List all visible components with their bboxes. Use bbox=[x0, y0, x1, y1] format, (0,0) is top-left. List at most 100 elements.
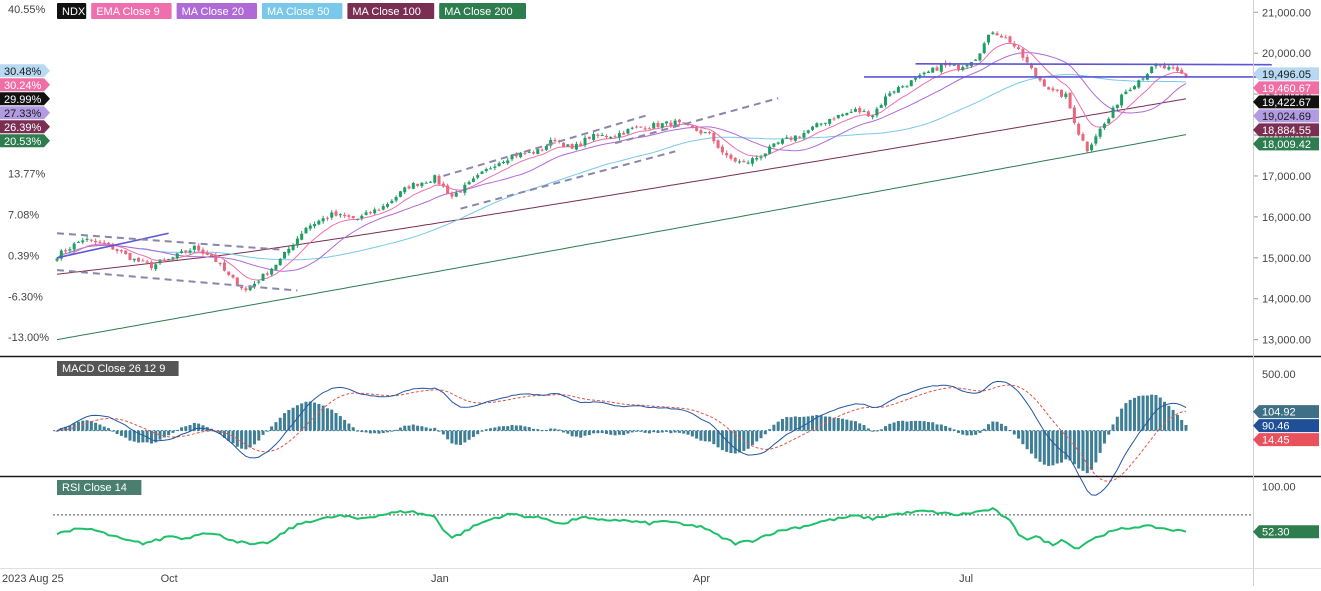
macd-histogram-bar bbox=[768, 429, 772, 431]
macd-histogram-bar bbox=[604, 430, 608, 434]
percent-badge: 27.33% bbox=[0, 106, 50, 120]
candle-body bbox=[437, 175, 441, 185]
macd-histogram-bar bbox=[334, 413, 338, 431]
candle-body bbox=[360, 215, 364, 219]
macd-histogram-bar bbox=[626, 430, 630, 434]
candle-body bbox=[845, 112, 849, 116]
badge-shape bbox=[1253, 67, 1319, 81]
macd-histogram-bar bbox=[527, 427, 531, 431]
candle-body bbox=[806, 130, 810, 133]
candle-body bbox=[768, 146, 772, 154]
candle bbox=[85, 236, 89, 243]
macd-histogram-bar bbox=[85, 420, 89, 431]
candle-body bbox=[1090, 144, 1094, 151]
candle bbox=[132, 258, 136, 263]
candle bbox=[879, 103, 883, 108]
last-value-badge: 19,460.67 bbox=[1253, 81, 1319, 95]
candle-body bbox=[244, 288, 248, 291]
candle bbox=[141, 258, 145, 262]
macd-histogram-bar bbox=[81, 420, 85, 431]
candle bbox=[991, 31, 995, 35]
candle bbox=[1090, 142, 1094, 153]
candle-body bbox=[866, 111, 870, 117]
candle-body bbox=[948, 64, 952, 66]
price-tick-label: 16,000.00 bbox=[1262, 212, 1311, 224]
macd-histogram-bar bbox=[918, 420, 922, 431]
macd-histogram-bar bbox=[832, 417, 836, 431]
candle-body bbox=[480, 171, 484, 175]
candle-body bbox=[536, 149, 540, 155]
candle-body bbox=[1064, 93, 1068, 98]
macd-histogram-bar bbox=[780, 418, 784, 431]
candle bbox=[866, 110, 870, 118]
x-tick-label: Jul bbox=[959, 573, 973, 585]
candle bbox=[871, 114, 875, 120]
macd-histogram-bar bbox=[407, 425, 411, 431]
legend-label: MA Close 100 bbox=[352, 6, 420, 18]
candle bbox=[261, 273, 265, 281]
candle bbox=[566, 144, 570, 147]
candle-body bbox=[441, 183, 445, 187]
candle-body bbox=[553, 140, 557, 142]
candle-body bbox=[1038, 76, 1042, 81]
candle-body bbox=[849, 111, 853, 113]
macd-histogram-bar bbox=[1154, 395, 1158, 431]
candle bbox=[386, 202, 390, 209]
candle-body bbox=[622, 132, 626, 135]
candle bbox=[205, 250, 209, 256]
badge-shape bbox=[0, 78, 50, 92]
candle-body bbox=[1077, 123, 1081, 135]
candle bbox=[1064, 91, 1068, 100]
candle-body bbox=[81, 240, 85, 243]
macd-histogram-bar bbox=[1034, 430, 1038, 459]
candle bbox=[313, 221, 317, 229]
candle bbox=[742, 159, 746, 163]
rsi-tick-label: 100.00 bbox=[1262, 481, 1296, 493]
candle bbox=[446, 183, 450, 195]
macd-histogram-bar bbox=[283, 413, 287, 431]
candle bbox=[845, 112, 849, 116]
macd-histogram-bar bbox=[197, 423, 201, 431]
candle-body bbox=[218, 263, 222, 265]
candle bbox=[982, 41, 986, 55]
price-tick-label: 21,000.00 bbox=[1262, 7, 1311, 19]
macd-histogram-bar bbox=[179, 427, 183, 431]
macd-histogram-bar bbox=[471, 430, 475, 437]
macd-histogram-bar bbox=[652, 430, 656, 433]
macd-histogram-bar bbox=[549, 428, 553, 431]
candle-body bbox=[295, 238, 299, 246]
macd-histogram-bar bbox=[132, 430, 136, 442]
candle bbox=[304, 226, 308, 234]
macd-histogram-bar bbox=[1107, 430, 1111, 435]
candle-body bbox=[811, 126, 815, 130]
candle bbox=[716, 139, 720, 149]
candle-body bbox=[128, 252, 132, 261]
candle bbox=[98, 239, 102, 244]
x-tick-label: Oct bbox=[161, 573, 178, 585]
candle bbox=[1180, 67, 1184, 74]
candle bbox=[1094, 133, 1098, 146]
candle bbox=[1021, 47, 1025, 61]
candle bbox=[896, 85, 900, 93]
candle-body bbox=[1180, 69, 1184, 74]
macd-histogram-bar bbox=[1150, 394, 1154, 431]
candle-body bbox=[179, 251, 183, 254]
candle bbox=[128, 252, 132, 261]
macd-histogram-bar bbox=[1051, 430, 1055, 466]
macd-histogram-bar bbox=[1145, 395, 1149, 431]
badge-label: 20.53% bbox=[4, 136, 42, 148]
candle bbox=[901, 84, 905, 89]
candle-body bbox=[750, 158, 754, 164]
macd-histogram-bar bbox=[330, 409, 334, 431]
candle-body bbox=[862, 111, 866, 113]
macd-histogram-bar bbox=[1094, 430, 1098, 463]
macd-histogram-bar bbox=[227, 430, 231, 442]
macd-histogram-bar bbox=[733, 430, 737, 454]
candle bbox=[519, 152, 523, 159]
candle-body bbox=[501, 162, 505, 164]
candle-body bbox=[531, 152, 536, 154]
candle-body bbox=[819, 123, 823, 125]
candle-body bbox=[192, 245, 196, 250]
percent-tick-label: 0.39% bbox=[8, 250, 39, 262]
candle-body bbox=[308, 225, 312, 229]
